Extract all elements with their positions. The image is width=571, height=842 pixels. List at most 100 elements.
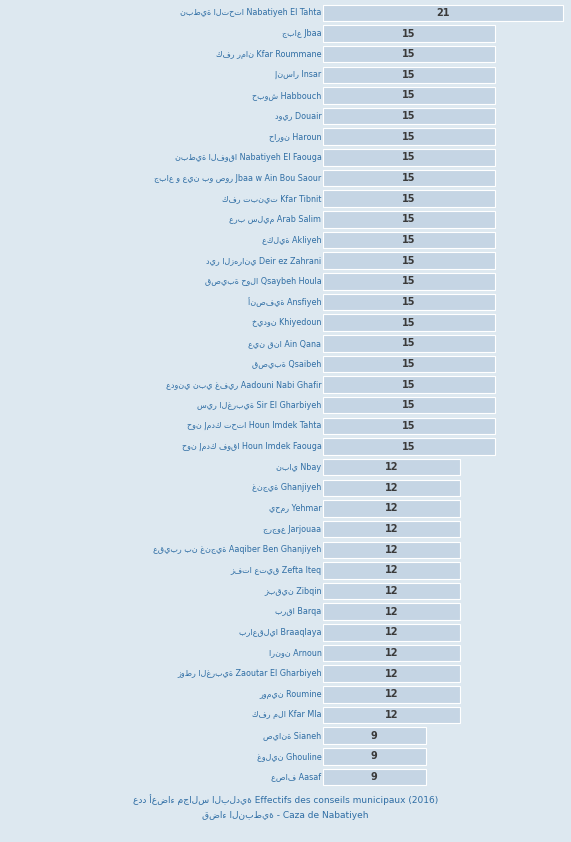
Text: 15: 15 (402, 29, 415, 39)
Bar (323, 190, 494, 207)
Bar (323, 67, 494, 83)
Text: أنصفية Ansfiyeh: أنصفية Ansfiyeh (248, 297, 321, 306)
Text: 12: 12 (385, 566, 398, 575)
Bar (323, 129, 494, 145)
Text: 15: 15 (402, 338, 415, 349)
Text: 12: 12 (385, 504, 398, 514)
Text: عرب سليم Arab Salim: عرب سليم Arab Salim (230, 215, 321, 224)
Text: عدوني نبي غفير Aadouni Nabi Ghafir: عدوني نبي غفير Aadouni Nabi Ghafir (166, 380, 321, 389)
Text: عين قنا Ain Qana: عين قنا Ain Qana (248, 338, 321, 348)
Text: 15: 15 (402, 276, 415, 286)
Text: 12: 12 (385, 607, 398, 616)
Bar (323, 294, 494, 310)
Bar (323, 686, 460, 702)
Bar (323, 459, 460, 476)
Text: جباع و عين بو صور Jbaa w Ain Bou Saour: جباع و عين بو صور Jbaa w Ain Bou Saour (154, 173, 321, 183)
Text: عصاف Aasaf: عصاف Aasaf (271, 772, 321, 781)
Text: 15: 15 (402, 380, 415, 390)
Text: 15: 15 (402, 297, 415, 307)
Text: قصيبة Qsaibeh: قصيبة Qsaibeh (252, 360, 321, 369)
Text: 15: 15 (402, 111, 415, 121)
Text: 15: 15 (402, 215, 415, 224)
Text: 15: 15 (402, 194, 415, 204)
Text: زفتا عتيق Zefta Iteq: زفتا عتيق Zefta Iteq (230, 566, 321, 575)
Text: 15: 15 (402, 49, 415, 59)
Text: 9: 9 (371, 772, 377, 782)
Text: 15: 15 (402, 70, 415, 80)
Text: قصيبة حولا Qsaybeh Houla: قصيبة حولا Qsaybeh Houla (205, 277, 321, 285)
Bar (323, 480, 460, 496)
Text: 15: 15 (402, 235, 415, 245)
Bar (323, 521, 460, 537)
Bar (323, 376, 494, 393)
Text: يحمر Yehmar: يحمر Yehmar (269, 504, 321, 513)
Bar (323, 665, 460, 682)
Text: 15: 15 (402, 152, 415, 163)
Text: عكلية Akliyeh: عكلية Akliyeh (262, 236, 321, 244)
Text: 12: 12 (385, 710, 398, 720)
Bar (323, 604, 460, 620)
Bar (323, 149, 494, 166)
Bar (323, 583, 460, 600)
Text: دير الزهراني Deir ez Zahrani: دير الزهراني Deir ez Zahrani (206, 256, 321, 265)
Bar (323, 439, 494, 455)
Text: 9: 9 (371, 731, 377, 741)
Text: 12: 12 (385, 586, 398, 596)
Text: غنجية Ghanjiyeh: غنجية Ghanjiyeh (252, 483, 321, 493)
Text: دوير Douair: دوير Douair (275, 112, 321, 120)
Bar (323, 273, 494, 290)
Bar (323, 541, 460, 558)
Text: صيانة Sianeh: صيانة Sianeh (263, 731, 321, 740)
Text: نباي Nbay: نباي Nbay (276, 462, 321, 472)
Text: سير الغربية Sir El Gharbiyeh: سير الغربية Sir El Gharbiyeh (197, 401, 321, 410)
Text: زوطر الغربية Zaoutar El Gharbiyeh: زوطر الغربية Zaoutar El Gharbiyeh (177, 669, 321, 678)
Text: كفر تبنيت Kfar Tibnit: كفر تبنيت Kfar Tibnit (222, 195, 321, 203)
Text: كفر ملا Kfar Mla: كفر ملا Kfar Mla (252, 711, 321, 720)
Bar (323, 170, 494, 186)
Text: نبطية التحتا Nabatiyeh El Tahta: نبطية التحتا Nabatiyeh El Tahta (180, 8, 321, 18)
Bar (323, 748, 426, 765)
Text: 15: 15 (402, 441, 415, 451)
Bar (323, 706, 460, 723)
Text: عدد أعضاء مجالس البلدية Effectifs des conseils municipaux (2016): عدد أعضاء مجالس البلدية Effectifs des co… (133, 795, 438, 805)
Text: إنسار Insar: إنسار Insar (275, 70, 321, 79)
Bar (323, 397, 494, 413)
Text: جرجوع Jarjouaa: جرجوع Jarjouaa (263, 525, 321, 534)
Bar (323, 562, 460, 578)
Bar (323, 314, 494, 331)
Text: قضاء النبطية - Caza de Nabatiyeh: قضاء النبطية - Caza de Nabatiyeh (202, 811, 369, 819)
Text: حبوش Habbouch: حبوش Habbouch (252, 91, 321, 100)
Text: 12: 12 (385, 482, 398, 493)
Text: براعقليا Braaqlaya: براعقليا Braaqlaya (239, 628, 321, 637)
Text: حون إمدك تحتا Houn Imdek Tahta: حون إمدك تحتا Houn Imdek Tahta (187, 421, 321, 430)
Text: خيدون Khiyedoun: خيدون Khiyedoun (252, 318, 321, 328)
Text: 9: 9 (371, 751, 377, 761)
Text: 15: 15 (402, 256, 415, 266)
Text: غولين Ghouline: غولين Ghouline (257, 752, 321, 761)
Text: 12: 12 (385, 648, 398, 658)
Bar (323, 500, 460, 517)
Text: 12: 12 (385, 545, 398, 555)
Text: 15: 15 (402, 421, 415, 431)
Bar (323, 211, 494, 227)
Bar (323, 88, 494, 104)
Text: 15: 15 (402, 131, 415, 141)
Text: نبطية الفوقا Nabatiyeh El Faouga: نبطية الفوقا Nabatiyeh El Faouga (175, 153, 321, 162)
Bar (323, 4, 564, 21)
Text: حون إمدك فوقا Houn Imdek Faouga: حون إمدك فوقا Houn Imdek Faouga (182, 442, 321, 451)
Text: كفر رمان Kfar Roummane: كفر رمان Kfar Roummane (216, 50, 321, 59)
Bar (323, 645, 460, 661)
Bar (323, 727, 426, 743)
Text: 12: 12 (385, 524, 398, 534)
Text: برقا Barqa: برقا Barqa (275, 607, 321, 616)
Text: 12: 12 (385, 669, 398, 679)
Bar (323, 46, 494, 62)
Text: 12: 12 (385, 627, 398, 637)
Bar (323, 335, 494, 351)
Bar (323, 355, 494, 372)
Bar (323, 25, 494, 42)
Text: 15: 15 (402, 317, 415, 328)
Text: حارون Haroun: حارون Haroun (269, 132, 321, 141)
Bar (323, 418, 494, 434)
Text: 12: 12 (385, 462, 398, 472)
